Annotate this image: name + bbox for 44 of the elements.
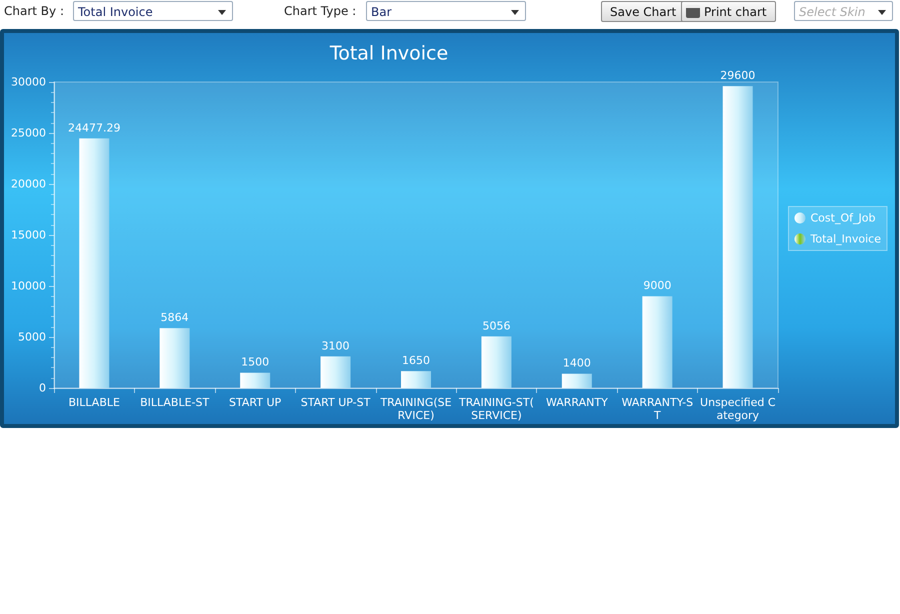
x-tick-label: Unspecified Category xyxy=(700,396,776,422)
x-tick-label: TRAINING-ST(SERVICE) xyxy=(458,396,534,422)
y-tick-label: 5000 xyxy=(18,330,46,344)
chart-title: Total Invoice xyxy=(328,42,448,64)
legend-label: Cost_Of_Job xyxy=(810,212,876,224)
y-tick-label: 30000 xyxy=(11,76,46,88)
text: Print chart xyxy=(704,5,767,19)
data-label: 9000 xyxy=(643,279,672,292)
x-tick-label: TRAINING(SERVICE) xyxy=(379,396,452,422)
x-tick-label: BILLABLE xyxy=(68,396,120,409)
x-tick-label: WARRANTY xyxy=(546,396,608,409)
text: Select Skin xyxy=(799,5,866,19)
data-label: 5056 xyxy=(482,319,510,332)
legend-label: Total_Invoice xyxy=(809,232,882,246)
data-label: 1650 xyxy=(402,354,430,368)
bar xyxy=(160,328,190,388)
data-label: 1400 xyxy=(562,356,591,370)
y-tick-label: 15000 xyxy=(11,228,46,242)
x-tick-label: START UP xyxy=(229,396,282,409)
data-label: 1500 xyxy=(241,356,270,369)
text: Save Chart xyxy=(610,5,676,19)
bar xyxy=(320,356,351,388)
bar xyxy=(481,336,512,388)
text: Bar xyxy=(371,5,392,19)
y-tick-label: 20000 xyxy=(11,178,46,190)
y-tick-label: 10000 xyxy=(11,280,46,292)
data-label: 5864 xyxy=(160,311,189,324)
bar xyxy=(562,374,592,388)
bar xyxy=(401,371,431,388)
bar xyxy=(642,296,672,388)
data-label: 24477.29 xyxy=(68,121,120,134)
y-tick-label: 25000 xyxy=(11,126,46,140)
x-tick-label: WARRANTY-ST xyxy=(622,396,694,422)
y-tick-label: 0 xyxy=(39,382,46,394)
bar xyxy=(79,138,110,388)
text: Chart Type : xyxy=(284,4,356,18)
bar xyxy=(722,86,753,388)
data-label: 29600 xyxy=(720,69,756,82)
text: Total Invoice xyxy=(78,5,153,19)
x-tick-label: START UP-ST xyxy=(300,396,371,409)
text: Chart By : xyxy=(4,4,64,18)
bar xyxy=(240,372,270,388)
x-tick-label: BILLABLE-ST xyxy=(140,396,210,409)
data-label: 3100 xyxy=(322,339,350,352)
